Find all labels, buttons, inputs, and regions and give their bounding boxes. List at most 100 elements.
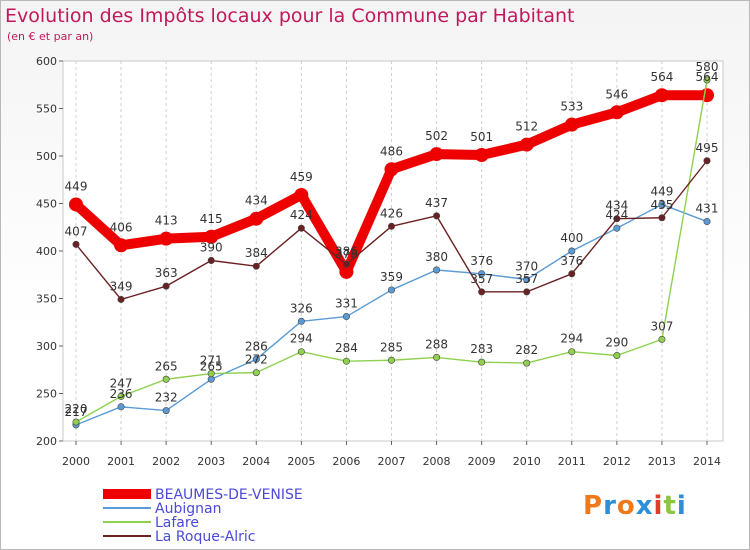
x-tick-label-2008: 2008 <box>423 455 451 468</box>
plot-area <box>62 60 724 442</box>
x-tick-label-2006: 2006 <box>332 455 360 468</box>
data-label-aubignan-2014: 431 <box>696 202 719 216</box>
data-label-beaumes-de-venise-2010: 512 <box>515 120 538 134</box>
x-tick-label-2002: 2002 <box>152 455 180 468</box>
data-label-beaumes-de-venise-2007: 486 <box>380 144 403 158</box>
point-lafare-2014 <box>703 76 711 84</box>
data-label-lafare-2004: 272 <box>245 353 268 367</box>
data-label-aubignan-2000: 217 <box>65 405 88 419</box>
point-beaumes-de-venise-2002 <box>159 231 174 246</box>
point-la-roque-alric-2005 <box>297 224 305 232</box>
logo-letter: P <box>583 491 604 521</box>
data-label-beaumes-de-venise-2013: 564 <box>650 70 673 84</box>
data-label-la-roque-alric-2006: 386 <box>335 244 358 258</box>
point-lafare-2010 <box>523 359 531 367</box>
proxiti-logo: Proxiti <box>583 491 687 521</box>
data-label-beaumes-de-venise-2012: 546 <box>605 87 628 101</box>
data-label-beaumes-de-venise-2014: 564 <box>696 70 719 84</box>
data-label-la-roque-alric-2011: 376 <box>560 254 583 268</box>
data-label-la-roque-alric-2009: 357 <box>470 272 493 286</box>
data-label-lafare-2002: 265 <box>155 359 178 373</box>
point-la-roque-alric-2012 <box>613 215 621 223</box>
point-lafare-2001 <box>117 392 125 400</box>
point-la-roque-alric-2014 <box>703 157 711 165</box>
data-label-la-roque-alric-2010: 357 <box>515 272 538 286</box>
x-tick-label-2007: 2007 <box>378 455 406 468</box>
point-aubignan-2005 <box>297 317 305 325</box>
y-tick-label-300: 300 <box>36 340 57 353</box>
data-label-aubignan-2007: 359 <box>380 270 403 284</box>
data-label-la-roque-alric-2003: 390 <box>200 241 223 255</box>
data-label-aubignan-2011: 400 <box>560 231 583 245</box>
point-lafare-2004 <box>252 369 260 377</box>
point-lafare-2003 <box>207 370 215 378</box>
point-lafare-2000 <box>72 418 80 426</box>
data-label-aubignan-2002: 232 <box>155 391 178 405</box>
data-label-aubignan-2012: 424 <box>605 208 628 222</box>
x-tick-label-2013: 2013 <box>648 455 676 468</box>
x-tick-label-2000: 2000 <box>62 455 90 468</box>
point-beaumes-de-venise-2012 <box>609 105 624 120</box>
x-tick-label-2001: 2001 <box>107 455 135 468</box>
x-tick-label-2010: 2010 <box>513 455 541 468</box>
point-beaumes-de-venise-2006 <box>339 264 354 279</box>
series-layer <box>69 76 714 429</box>
data-label-beaumes-de-venise-2009: 501 <box>470 130 493 144</box>
point-beaumes-de-venise-2014 <box>700 88 714 103</box>
data-label-lafare-2006: 284 <box>335 341 358 355</box>
x-tick-label-2011: 2011 <box>558 455 586 468</box>
data-label-la-roque-alric-2007: 426 <box>380 206 403 220</box>
point-la-roque-alric-2010 <box>523 288 531 296</box>
point-la-roque-alric-2008 <box>433 212 441 220</box>
point-beaumes-de-venise-2000 <box>69 197 83 212</box>
data-label-beaumes-de-venise-2002: 413 <box>155 214 178 228</box>
data-label-lafare-2011: 294 <box>560 332 583 346</box>
point-la-roque-alric-2002 <box>162 282 170 290</box>
point-la-roque-alric-2011 <box>568 270 576 278</box>
point-la-roque-alric-2004 <box>252 262 260 270</box>
logo-letter: t <box>663 491 677 521</box>
data-label-lafare-2005: 294 <box>290 332 313 346</box>
data-label-lafare-2010: 282 <box>515 343 538 357</box>
grid-layer <box>62 60 724 442</box>
x-tick-label-2005: 2005 <box>287 455 315 468</box>
x-tick-label-2014: 2014 <box>693 455 721 468</box>
data-label-la-roque-alric-2012: 434 <box>605 199 628 213</box>
point-beaumes-de-venise-2008 <box>429 147 444 162</box>
point-aubignan-2009 <box>478 270 486 278</box>
point-lafare-2013 <box>658 335 666 343</box>
y-tick-label-350: 350 <box>36 293 57 306</box>
data-label-lafare-2003: 271 <box>200 354 223 368</box>
y-tick-label-550: 550 <box>36 103 57 116</box>
data-label-aubignan-2005: 326 <box>290 301 313 315</box>
logo-letter: i <box>653 491 664 521</box>
point-lafare-2006 <box>342 357 350 365</box>
data-label-lafare-2000: 220 <box>65 402 88 416</box>
point-aubignan-2007 <box>387 286 395 294</box>
point-la-roque-alric-2013 <box>658 214 666 222</box>
point-aubignan-2010 <box>523 275 531 283</box>
data-label-aubignan-2008: 380 <box>425 250 448 264</box>
point-la-roque-alric-2003 <box>207 256 215 264</box>
data-label-beaumes-de-venise-2001: 406 <box>110 220 133 234</box>
x-tick-label-2003: 2003 <box>197 455 225 468</box>
point-beaumes-de-venise-2001 <box>114 238 129 253</box>
y-tick-label-250: 250 <box>36 388 57 401</box>
data-label-lafare-2012: 290 <box>605 336 628 350</box>
data-label-lafare-2014: 580 <box>696 60 719 74</box>
point-lafare-2011 <box>568 348 576 356</box>
point-lafare-2012 <box>613 351 621 359</box>
data-label-la-roque-alric-2013: 435 <box>650 198 673 212</box>
logo-letter: o <box>616 491 636 521</box>
logo-letter: r <box>603 491 617 521</box>
data-label-aubignan-2001: 236 <box>110 387 133 401</box>
point-beaumes-de-venise-2007 <box>384 162 399 177</box>
point-la-roque-alric-2001 <box>117 295 125 303</box>
y-tick-label-200: 200 <box>36 435 57 448</box>
legend-label-beaumes-de-venise: BEAUMES-DE-VENISE <box>155 487 303 503</box>
y-tick-label-400: 400 <box>36 245 57 258</box>
data-label-lafare-2001: 247 <box>110 376 133 390</box>
point-la-roque-alric-2006 <box>342 260 350 268</box>
